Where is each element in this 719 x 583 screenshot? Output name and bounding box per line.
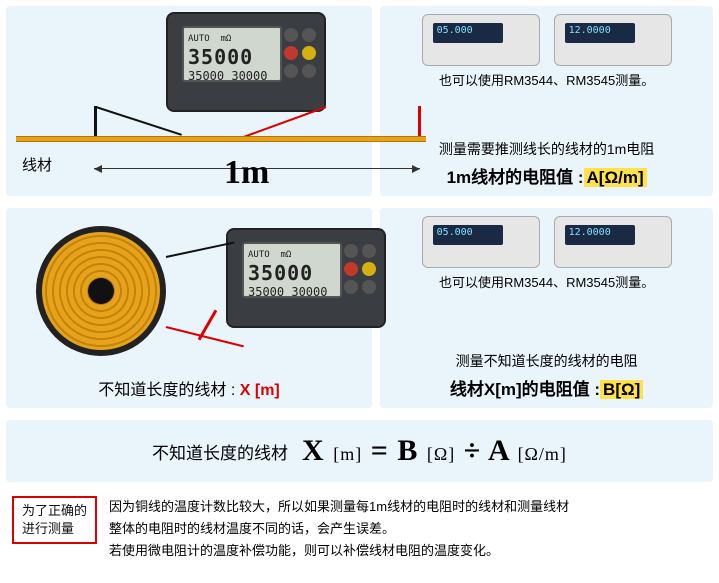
formula-expression: X [m] = B [Ω] ÷ A [Ω/m] [302,434,567,468]
note-body: 因为铜线的温度计数比较大，所以如果测量每1m线材的电阻时的线材和测量线材 整体的… [109,496,569,562]
panel1-right: 也可以使用RM3544、RM3545测量。 测量需要推测线长的线材的1m电阻 1… [380,6,713,196]
formula-x-unit: [m] [333,444,362,464]
wire-1m [16,136,426,142]
note-line1: 因为铜线的温度计数比较大，所以如果测量每1m线材的电阻时的线材和测量线材 [109,496,569,518]
probe-black [94,106,97,140]
handheld-meter-2: AUTO mΩ 35000 35000 30000 [226,228,386,328]
result-title-2: 测量不知道长度的线材的电阻 [388,351,705,371]
formula-b-unit: [Ω] [427,444,455,464]
formula-b: B [397,434,418,467]
note-callout-box: 为了正确的 进行测量 [12,496,97,544]
handheld-meter: AUTO mΩ 35000 35000 30000 [166,12,326,112]
bench-meter-rm3544-2 [422,216,540,268]
panel-1m: AUTO mΩ 35000 35000 30000 线材 1m 也可以使用RM3… [0,0,719,202]
formula-div: ÷ [464,434,481,467]
note-box-line2: 进行测量 [22,520,87,538]
panel2-right: 也可以使用RM3544、RM3545测量。 测量不知道长度的线材的电阻 线材X[… [380,208,713,408]
bench-note: 也可以使用RM3544、RM3545测量。 [422,70,672,89]
formula-x: X [302,434,325,467]
unknown-length-label: 不知道长度的线材 : X [m] [6,376,372,400]
wire-label: 线材 [22,154,52,175]
unknown-prefix: 不知道长度的线材 : [98,382,239,399]
result-prefix: 1m线材的电阻值 : [447,168,584,187]
note-box-line1: 为了正确的 [22,502,87,520]
result-line: 1m线材的电阻值 :A[Ω/m] [388,163,705,188]
wire-spool [36,226,166,356]
meter-sub2-2: 30000 [291,285,327,299]
formula-a: A [488,434,509,467]
meter-buttons-2 [344,244,376,294]
meter-sub: AUTO mΩ [188,34,231,44]
meter-sub1-2: 35000 [248,285,284,299]
result-value-2: B[Ω] [600,380,643,399]
bench-note-2: 也可以使用RM3544、RM3545测量。 [422,272,672,291]
formula-eq: = [371,434,389,467]
meter-buttons [284,28,316,78]
dimension-text: 1m [224,154,269,192]
meter-sub1: 35000 [188,69,224,83]
bench-meters-row [422,14,672,66]
result-title: 测量需要推测线长的线材的1m电阻 [388,139,705,159]
probe-red [418,106,421,140]
meter-sub2: 30000 [231,69,267,83]
result-value: A[Ω/m] [584,168,647,187]
panel-unknown: AUTO mΩ 35000 35000 30000 不知道长度的线材 : X [… [0,202,719,414]
bench-meter-rm3545-2 [554,216,672,268]
formula-a-unit: [Ω/m] [518,444,567,464]
bench-meter-rm3544 [422,14,540,66]
note-line2: 整体的电阻时的线材温度不同的话，会产生误差。 [109,518,569,540]
meter-main-reading: 35000 [188,45,253,69]
formula-lead: 不知道长度的线材 [152,439,288,464]
formula-panel: 不知道长度的线材 X [m] = B [Ω] ÷ A [Ω/m] [6,420,713,482]
meter-main-reading-2: 35000 [248,261,313,285]
note-line3: 若使用微电阻计的温度补偿功能，则可以补偿线材电阻的温度变化。 [109,540,569,562]
unknown-var: X [m] [240,382,280,399]
panel1-diagram: AUTO mΩ 35000 35000 30000 线材 1m [6,6,372,196]
bench-meter-rm3545 [554,14,672,66]
meter-screen-2: AUTO mΩ 35000 35000 30000 [242,242,342,298]
note-section: 为了正确的 进行测量 因为铜线的温度计数比较大，所以如果测量每1m线材的电阻时的… [0,488,719,576]
meter-sub: AUTO mΩ [248,250,291,260]
lead-black-2 [166,241,235,258]
panel2-diagram: AUTO mΩ 35000 35000 30000 不知道长度的线材 : X [… [6,208,372,408]
result-line-2: 线材X[m]的电阻值 :B[Ω] [388,375,705,400]
panel2-result: 测量不知道长度的线材的电阻 线材X[m]的电阻值 :B[Ω] [388,351,705,400]
result-prefix-2: 线材X[m]的电阻值 : [450,380,600,399]
panel1-result: 测量需要推测线长的线材的1m电阻 1m线材的电阻值 :A[Ω/m] [388,139,705,188]
meter-screen: AUTO mΩ 35000 35000 30000 [182,26,282,82]
bench-meters-row-2 [422,216,672,268]
